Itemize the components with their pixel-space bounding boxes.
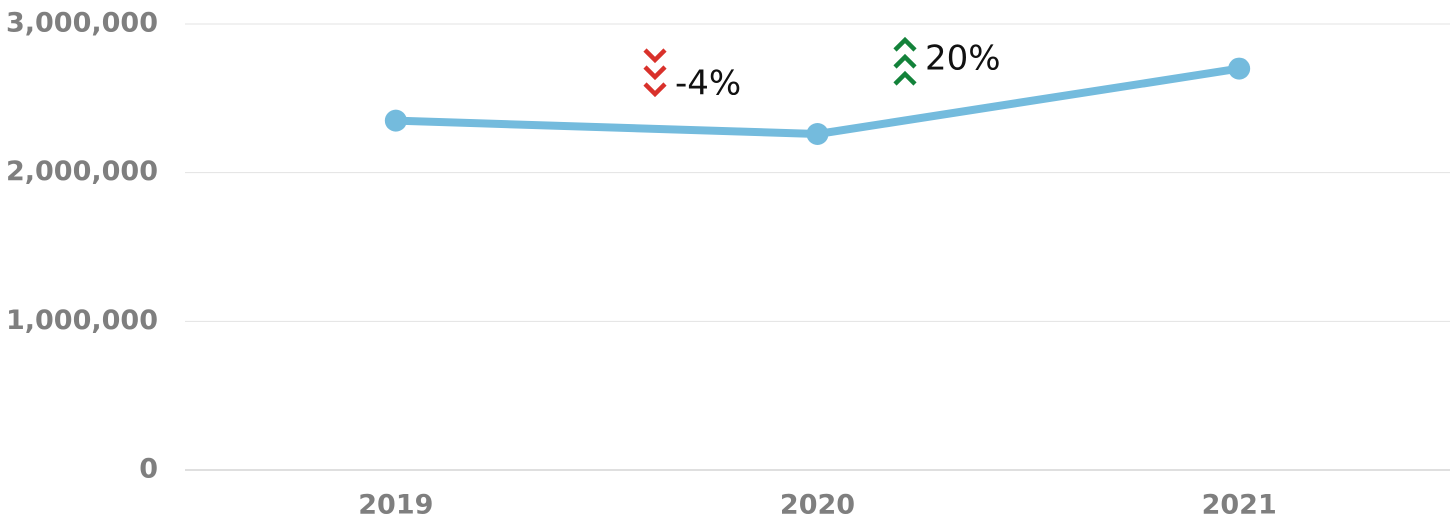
trend-icon xyxy=(643,48,667,64)
data-point xyxy=(384,109,407,132)
trend-icon xyxy=(643,65,667,81)
trend-icon xyxy=(893,70,917,86)
x-tick-label: 2020 xyxy=(780,490,855,521)
x-tick-label: 2021 xyxy=(1202,490,1277,521)
y-tick-label: 1,000,000 xyxy=(6,305,158,336)
annotation: 20% xyxy=(925,39,1001,79)
data-point xyxy=(1228,57,1251,80)
y-tick-label: 0 xyxy=(139,454,158,485)
data-point xyxy=(806,123,829,146)
trend-icon xyxy=(893,53,917,69)
y-tick-label: 2,000,000 xyxy=(6,156,158,187)
annotation: -4% xyxy=(675,64,741,104)
trend-icon xyxy=(893,36,917,52)
trend-icon xyxy=(643,82,667,98)
y-tick-label: 3,000,000 xyxy=(6,8,158,39)
x-tick-label: 2019 xyxy=(358,490,433,521)
